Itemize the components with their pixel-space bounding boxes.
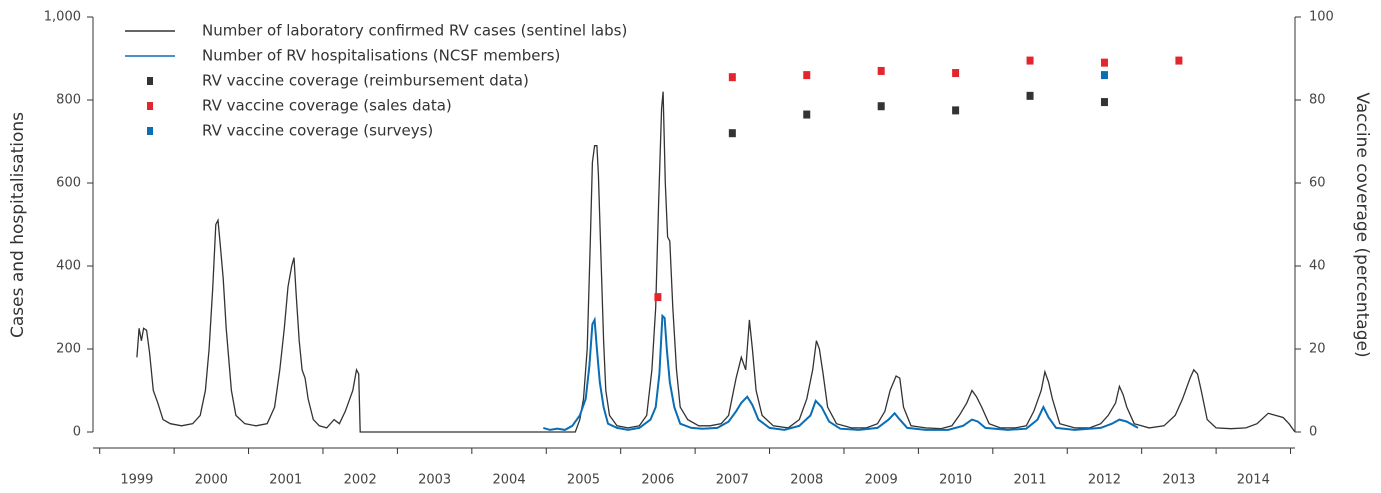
legend-swatch	[147, 102, 153, 110]
coverage-point	[1100, 98, 1108, 107]
y-tick-label: 600	[56, 176, 81, 191]
x-tick-label: 2009	[865, 473, 898, 488]
x-tick-label: 2008	[790, 473, 823, 488]
legend-label: Number of laboratory confirmed RV cases …	[202, 22, 627, 40]
x-tick-label: 2013	[1162, 473, 1195, 488]
y2-tick-label: 40	[1309, 259, 1326, 274]
y2-tick-label: 100	[1309, 10, 1334, 25]
y2-tick-label: 20	[1309, 342, 1326, 357]
x-tick-label: 2006	[641, 473, 674, 488]
x-tick-label: 2007	[716, 473, 749, 488]
legend-label: RV vaccine coverage (surveys)	[202, 122, 433, 140]
coverage-point	[877, 102, 885, 111]
coverage-point	[803, 71, 811, 80]
x-tick-label: 2004	[493, 473, 526, 488]
coverage-point	[952, 69, 960, 78]
legend-swatch	[147, 77, 153, 85]
y-axis-title: Cases and hospitalisations	[8, 112, 28, 338]
y-tick-label: 1,000	[44, 10, 81, 25]
y-tick-label: 400	[56, 259, 81, 274]
y2-tick-label: 60	[1309, 176, 1326, 191]
x-tick-label: 2002	[344, 473, 377, 488]
coverage-point	[728, 129, 736, 138]
y2-tick-label: 80	[1309, 93, 1326, 108]
x-tick-label: 2001	[269, 473, 302, 488]
y2-axis-title: Vaccine coverage (percentage)	[1352, 92, 1372, 357]
coverage-point	[952, 106, 960, 115]
legend-swatch	[147, 127, 153, 135]
y-tick-label: 200	[56, 342, 81, 357]
x-tick-label: 2014	[1237, 473, 1270, 488]
x-tick-label: 2000	[195, 473, 228, 488]
y-tick-label: 0	[73, 425, 81, 440]
legend-label: RV vaccine coverage (reimbursement data)	[202, 72, 529, 90]
coverage-point	[728, 73, 736, 82]
coverage-point	[877, 66, 885, 75]
coverage-point	[1026, 56, 1034, 65]
x-tick-label: 2011	[1013, 473, 1046, 488]
coverage-point	[1100, 58, 1108, 67]
coverage-point	[654, 293, 662, 302]
series-line	[136, 91, 1296, 433]
coverage-point	[803, 110, 811, 119]
coverage-point	[1175, 56, 1183, 65]
coverage-point	[1026, 91, 1034, 100]
coverage-point	[1100, 71, 1108, 80]
series-line	[543, 313, 1139, 431]
x-tick-label: 2010	[939, 473, 972, 488]
legend-label: Number of RV hospitalisations (NCSF memb…	[202, 47, 560, 65]
legend-label: RV vaccine coverage (sales data)	[202, 97, 452, 115]
x-tick-label: 2005	[567, 473, 600, 488]
x-tick-label: 2012	[1088, 473, 1121, 488]
y-tick-label: 800	[56, 93, 81, 108]
x-tick-label: 1999	[120, 473, 153, 488]
x-tick-label: 2003	[418, 473, 451, 488]
y2-tick-label: 0	[1309, 425, 1317, 440]
